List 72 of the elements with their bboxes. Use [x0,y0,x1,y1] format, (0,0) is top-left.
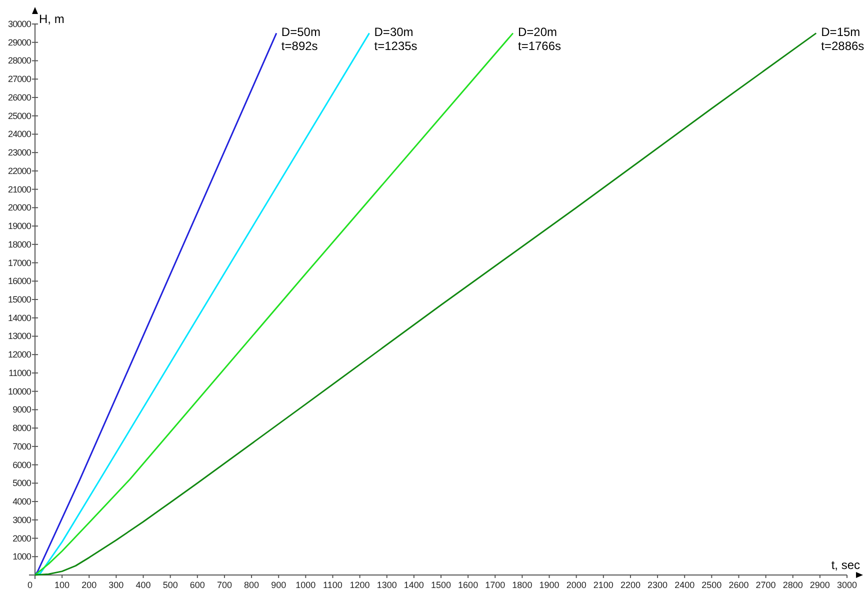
x-tick-label: 2800 [782,580,803,590]
x-tick-label: 500 [162,580,178,590]
x-tick-label: 1900 [539,580,560,590]
x-tick-label: 1300 [376,580,397,590]
x-axis-title: t, sec [831,558,860,572]
x-tick-label: 200 [82,580,97,590]
x-tick-label: 100 [54,580,70,590]
y-tick-label: 7000 [12,441,32,452]
line-series [34,32,278,576]
y-tick-label: 11000 [8,368,32,378]
y-tick-label: 17000 [8,258,32,268]
x-tick-label: 300 [108,580,124,590]
x-tick-label: 1800 [512,580,532,590]
x-tick-label: 2000 [566,580,586,590]
x-tick-label: 2700 [756,580,776,590]
y-tick-label: 5000 [12,478,32,488]
y-tick-label: 22000 [8,166,32,176]
y-tick-label: 19000 [8,221,32,232]
y-tick-label: 24000 [8,129,32,140]
x-tick-label: 1600 [458,580,478,590]
y-tick-label: 16000 [8,276,32,286]
x-tick-label: 600 [190,580,205,590]
x-tick-label: 2500 [702,580,722,590]
y-tick-label: 29000 [8,37,32,48]
x-tick-label: 1500 [430,580,452,590]
y-tick-label: 12000 [8,350,32,360]
y-tick-label: 2000 [12,533,32,544]
x-tick-label: 3000 [836,580,858,590]
y-tick-label: 4000 [12,496,32,507]
y-tick-label: 21000 [8,184,32,194]
y-tick-label: 28000 [8,56,32,66]
x-tick-label: 900 [271,580,286,590]
y-tick-label: 9000 [12,404,32,415]
y-tick-label: 3000 [12,514,32,525]
y-tick-label: 13000 [8,331,32,342]
x-tick-label: 2300 [648,580,668,590]
x-tick-label: 1400 [404,580,424,590]
x-tick-label: 1200 [350,580,370,590]
x-tick-label: 800 [244,580,260,590]
x-tick-label: 700 [216,580,232,590]
y-tick-label: 30000 [8,19,32,29]
x-tick-label: 2600 [728,580,749,590]
y-tick-label: 1000 [12,552,32,562]
y-tick-label: 27000 [8,74,32,84]
x-tick-label: 0 [27,580,33,590]
y-tick-label: 26000 [8,92,32,102]
y-tick-label: 8000 [12,423,32,434]
y-tick-label: 18000 [8,239,32,250]
y-tick-label: 15000 [8,294,32,304]
y-tick-label: 6000 [12,460,32,470]
x-tick-label: 2400 [674,580,695,590]
y-tick-label: 14000 [8,312,32,323]
y-tick-label: 10000 [8,386,32,396]
x-tick-label: 1700 [485,580,506,590]
x-tick-label: 400 [136,580,151,590]
annotation: t=1235s [374,39,418,54]
y-tick-label: 25000 [8,110,32,121]
y-axis-title: H, m [39,12,64,26]
x-tick-label: 1000 [296,580,316,590]
x-tick-label: 2200 [620,580,640,590]
series-label: D=20m [518,25,558,40]
y-tick-label: 20000 [8,202,32,213]
annotation: t=1766s [518,39,562,54]
series-label: D=30m [374,25,414,40]
series-label: D=50m [281,25,320,40]
annotation: t=892s [281,39,318,54]
annotation: t=2886s [821,39,864,54]
y-tick-label: 23000 [8,148,32,158]
x-tick-label: 2900 [810,580,830,590]
x-tick-label: 1100 [323,580,342,590]
x-tick-label: 2100 [593,580,614,590]
series-label: D=15m [821,25,860,40]
